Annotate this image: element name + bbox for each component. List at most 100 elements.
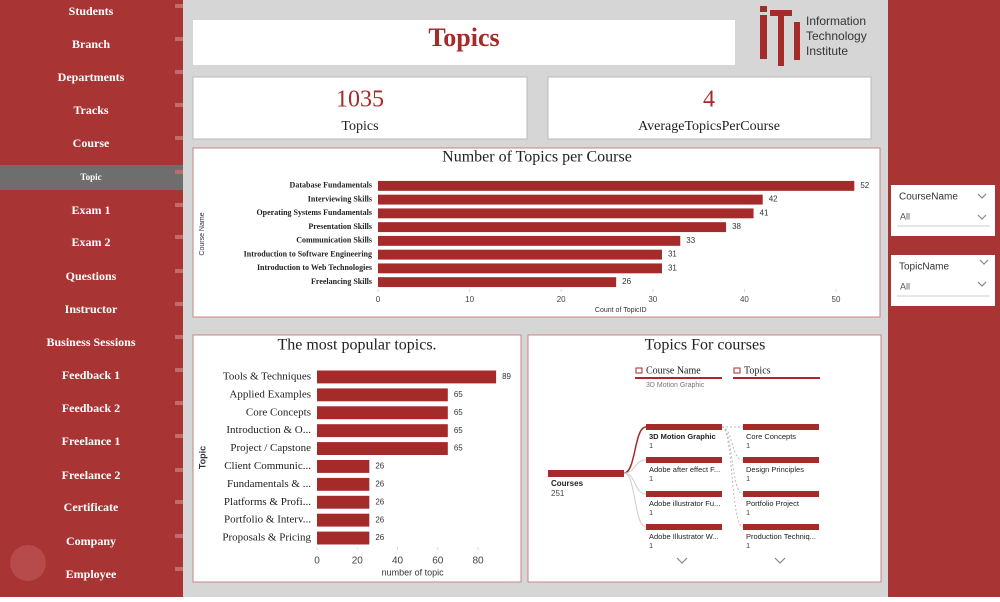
category-label: Tools & Techniques bbox=[223, 370, 311, 382]
slicer[interactable] bbox=[891, 185, 995, 236]
value-label: 42 bbox=[769, 195, 778, 204]
node-bar[interactable] bbox=[646, 491, 722, 497]
value-label: 26 bbox=[375, 479, 384, 488]
node-value: 1 bbox=[649, 508, 653, 517]
slicer[interactable] bbox=[891, 255, 995, 306]
sidebar bbox=[0, 0, 183, 597]
nav-item[interactable]: Business Sessions bbox=[46, 335, 135, 349]
node-value: 1 bbox=[746, 474, 750, 483]
nav-item[interactable]: Freelance 1 bbox=[62, 434, 121, 448]
x-tick-label: 60 bbox=[432, 556, 444, 567]
value-label: 31 bbox=[668, 250, 677, 259]
chart-title: Number of Topics per Course bbox=[442, 149, 632, 166]
connector bbox=[721, 426, 744, 495]
node-value: 1 bbox=[746, 508, 750, 517]
nav-tab-mark bbox=[175, 103, 183, 107]
lock-icon bbox=[635, 367, 643, 374]
nav-item[interactable]: Feedback 1 bbox=[62, 368, 120, 382]
slicer-value[interactable]: All bbox=[900, 281, 910, 291]
slicer-label: TopicName bbox=[899, 262, 949, 273]
nav-item[interactable]: Tracks bbox=[73, 103, 108, 117]
card bbox=[192, 76, 528, 140]
node-bar[interactable] bbox=[743, 424, 819, 430]
node-label: Adobe illustrator Fu... bbox=[649, 499, 720, 508]
bar[interactable] bbox=[317, 460, 370, 473]
bar[interactable] bbox=[317, 406, 448, 420]
nav-tab-mark bbox=[175, 203, 183, 207]
bar[interactable] bbox=[317, 388, 448, 402]
bar[interactable] bbox=[317, 477, 370, 491]
logo-text: Institute bbox=[806, 44, 848, 58]
bar[interactable] bbox=[378, 249, 662, 260]
node-bar[interactable] bbox=[646, 424, 722, 430]
category-label: Project / Capstone bbox=[230, 442, 311, 454]
nav-item[interactable]: Exam 2 bbox=[72, 235, 111, 249]
nav-item[interactable]: Questions bbox=[66, 269, 117, 283]
nav-item[interactable]: Company bbox=[66, 534, 116, 548]
node-label: Design Principles bbox=[746, 465, 804, 474]
bar[interactable] bbox=[317, 424, 448, 438]
node-value: 1 bbox=[746, 541, 750, 550]
bar[interactable] bbox=[317, 442, 448, 455]
value-label: 65 bbox=[454, 444, 463, 453]
category-label: Interviewing Skills bbox=[308, 194, 372, 203]
node-label: 3D Motion Graphic bbox=[649, 432, 716, 441]
nav-tab-mark bbox=[175, 269, 183, 273]
bar[interactable] bbox=[378, 180, 855, 191]
connector bbox=[721, 426, 744, 461]
bar[interactable] bbox=[378, 235, 681, 246]
bar[interactable] bbox=[317, 495, 370, 509]
slicer-value[interactable]: All bbox=[900, 211, 910, 221]
bar[interactable] bbox=[317, 370, 497, 384]
nav-item[interactable]: Students bbox=[69, 4, 114, 18]
category-label: Core Concepts bbox=[246, 406, 311, 418]
nav-item[interactable]: Departments bbox=[58, 70, 125, 84]
category-label: Applied Examples bbox=[229, 388, 311, 400]
watermark-logo bbox=[10, 545, 46, 581]
lock-icon bbox=[733, 367, 741, 374]
bar[interactable] bbox=[378, 277, 617, 288]
node-label: Courses bbox=[551, 479, 584, 488]
node-bar[interactable] bbox=[743, 457, 819, 463]
logo bbox=[760, 6, 800, 66]
bar[interactable] bbox=[378, 222, 727, 233]
value-label: 33 bbox=[686, 236, 695, 245]
nav-tab-mark bbox=[175, 534, 183, 538]
x-tick-label: 40 bbox=[740, 295, 749, 304]
nav-item[interactable]: Exam 1 bbox=[72, 203, 111, 217]
node-bar[interactable] bbox=[646, 457, 722, 463]
x-tick-label: 0 bbox=[314, 556, 320, 567]
nav-item[interactable]: Feedback 2 bbox=[62, 401, 120, 415]
category-label: Platforms & Profi... bbox=[224, 496, 311, 508]
node-value: 1 bbox=[649, 541, 653, 550]
bar[interactable] bbox=[378, 263, 662, 274]
node-bar[interactable] bbox=[743, 491, 819, 497]
node-bar[interactable] bbox=[646, 524, 722, 530]
nav-item[interactable]: Freelance 2 bbox=[62, 468, 121, 482]
nav-active bbox=[0, 165, 183, 190]
nav-item[interactable]: Course bbox=[73, 136, 110, 150]
nav-item[interactable]: Certificate bbox=[64, 500, 119, 514]
slicer-label: CourseName bbox=[899, 192, 958, 203]
category-label: Client Communic... bbox=[224, 460, 311, 472]
bar[interactable] bbox=[378, 194, 763, 205]
category-label: Portfolio & Interv... bbox=[224, 514, 311, 526]
node-bar[interactable] bbox=[743, 524, 819, 530]
nav-item[interactable]: Employee bbox=[66, 567, 117, 581]
card bbox=[547, 76, 872, 140]
bar[interactable] bbox=[378, 208, 754, 219]
nav-tab-mark bbox=[175, 468, 183, 472]
bar[interactable] bbox=[317, 513, 370, 527]
x-tick-label: 0 bbox=[376, 295, 381, 304]
node-value: 1 bbox=[649, 474, 653, 483]
node-value: 1 bbox=[746, 441, 750, 450]
nav-item[interactable]: Instructor bbox=[65, 302, 118, 316]
nav-tab-mark bbox=[175, 170, 183, 174]
nav-item[interactable]: Topic bbox=[80, 172, 101, 182]
nav-tab-mark bbox=[175, 567, 183, 571]
bar[interactable] bbox=[317, 531, 370, 545]
connector bbox=[623, 472, 647, 528]
nav-item[interactable]: Branch bbox=[72, 37, 110, 51]
card-value: 4 bbox=[703, 87, 715, 113]
